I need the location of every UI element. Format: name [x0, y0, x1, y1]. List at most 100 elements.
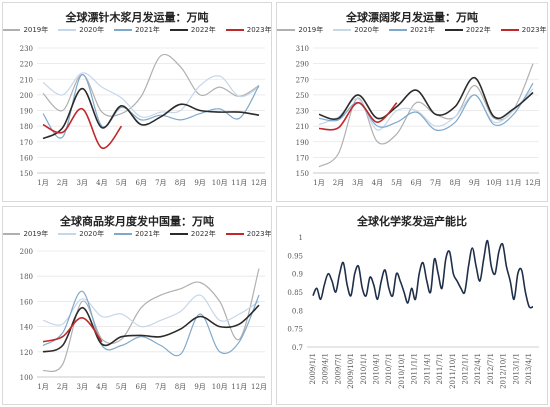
y-tick-label: 150: [296, 170, 309, 178]
series-line: [42, 72, 260, 118]
x-tick-label: 2012/1/1: [462, 353, 470, 384]
legend-item: 2020年: [58, 25, 104, 35]
chart-panel-softwood: 全球漂针木浆月发运量：万吨 2019年 2020年 2021年 2022年 2023年 …: [2, 2, 272, 202]
chart-legend: 2019年 2020年 2021年 2022年 2023年: [277, 25, 547, 35]
legend-label: 2022年: [190, 26, 216, 34]
y-tick-label: 190: [20, 108, 33, 116]
chart-svg: 150 170 190 210 230 250 270 290 310 1月 2月 3月 4月 5月 6月 7…: [296, 45, 541, 187]
legend-item: 2023年: [225, 229, 271, 239]
y-tick-label: 160: [20, 154, 33, 162]
series-line: [42, 73, 260, 139]
legend-label: 2023年: [521, 26, 547, 34]
y-tick-label: 250: [296, 92, 309, 100]
chart-legend: 2019年 2020年 2021年 2022年 2023年: [3, 25, 271, 35]
y-tick-label: 230: [20, 45, 33, 53]
legend-item: 2021年: [114, 25, 160, 35]
x-tick-label: 2月: [57, 179, 68, 187]
chart-panel-hardwood: 全球漂阔浆月发运量：万吨 2019年 2020年 2021年 2022年 2023年 1…: [276, 2, 548, 202]
chart-title: 全球化学浆发运产能比: [357, 215, 467, 228]
x-tick-label: 5月: [116, 383, 127, 391]
series-line: [42, 317, 103, 343]
legend-label: 2019年: [298, 26, 324, 34]
x-tick-label: 11月: [231, 179, 247, 187]
series-line: [318, 101, 398, 131]
x-tick-label: 2009/7/1: [334, 353, 342, 384]
series-line: [42, 87, 260, 140]
legend-item: 2022年: [169, 229, 216, 239]
x-tick-label: 6月: [135, 383, 146, 391]
legend-label: 2021年: [410, 26, 435, 34]
y-tick-label: 0.85: [287, 289, 303, 297]
x-tick-label: 10月: [212, 383, 228, 391]
y-tick-label: 0.8: [292, 307, 303, 315]
chart-panel-china: 全球商品浆月度发中国量：万吨 2019年 2020年 2021年 2022年 2023年…: [2, 206, 272, 405]
chart-title: 全球漂针木浆月发运量：万吨: [65, 11, 209, 24]
x-tick-label: 8月: [175, 383, 186, 391]
legend-label: 2019年: [23, 26, 49, 34]
series-line: [42, 108, 123, 149]
y-tick-label: 1: [299, 234, 303, 242]
x-tick-label: 5月: [116, 179, 127, 187]
y-tick-label: 0.7: [292, 344, 303, 352]
x-tick-label: 3月: [352, 179, 363, 187]
legend-swatch: [114, 233, 133, 235]
legend-label: 2019年: [23, 230, 49, 238]
y-tick-label: 140: [20, 324, 33, 332]
y-tick-label: 100: [20, 374, 33, 382]
y-tick-label: 200: [20, 248, 33, 256]
x-tick-label: 9月: [469, 179, 480, 187]
x-tick-label: 8月: [175, 179, 186, 187]
x-tick-label: 9月: [194, 179, 205, 187]
legend-swatch: [333, 29, 352, 31]
x-tick-label: 3月: [77, 383, 88, 391]
x-tick-label: 1月: [37, 383, 48, 391]
legend-label: 2022年: [465, 26, 491, 34]
y-tick-label: 170: [20, 139, 33, 147]
legend-item: 2020年: [58, 229, 104, 239]
x-tick-label: 4月: [96, 179, 107, 187]
y-tick-label: 230: [296, 108, 309, 116]
legend-item: 2021年: [114, 229, 160, 239]
chart-panel-capacity-ratio: 全球化学浆发运产能比 0.7 0.75 0.8 0.85 0.9 0.95 1 2009/1/…: [276, 206, 548, 405]
y-tick-label: 160: [20, 298, 33, 306]
chart-legend: 2019年 2020年 2021年 2022年 2023年: [3, 229, 271, 239]
legend-item: 2023年: [225, 25, 271, 35]
x-tick-label: 2012/4/1: [474, 353, 482, 384]
y-tick-label: 120: [20, 349, 33, 357]
legend-label: 2022年: [190, 230, 216, 238]
legend-swatch: [58, 29, 77, 31]
x-tick-label: 7月: [155, 179, 166, 187]
x-tick-label: 2011/10/1: [449, 353, 457, 389]
x-tick-label: 2010/10/1: [398, 353, 406, 389]
legend-swatch: [114, 29, 133, 31]
y-tick-label: 210: [20, 76, 33, 84]
legend-label: 2020年: [79, 230, 105, 238]
x-tick-label: 2月: [57, 383, 68, 391]
x-tick-label: 2010/4/1: [373, 353, 381, 384]
y-tick-label: 180: [20, 273, 33, 281]
y-tick-label: 170: [296, 154, 309, 162]
series-line: [42, 268, 260, 373]
y-tick-label: 0.95: [287, 252, 303, 260]
x-tick-label: 2月: [333, 179, 344, 187]
y-tick-label: 190: [296, 139, 309, 147]
series-line: [318, 63, 534, 168]
x-tick-label: 12月: [251, 383, 267, 391]
x-tick-label: 1月: [313, 179, 324, 187]
x-tick-label: 2011/4/1: [423, 353, 431, 384]
legend-item: 2021年: [389, 25, 435, 35]
legend-swatch: [58, 233, 77, 235]
legend-label: 2021年: [135, 230, 160, 238]
x-tick-label: 2011/1/1: [411, 353, 419, 384]
x-tick-label: 11月: [506, 179, 522, 187]
x-tick-label: 7月: [430, 179, 441, 187]
x-tick-label: 4月: [96, 383, 107, 391]
series-line: [42, 304, 260, 353]
x-tick-label: 6月: [411, 179, 422, 187]
x-tick-label: 2012/10/1: [500, 353, 508, 389]
legend-swatch: [389, 29, 408, 31]
legend-item: 2022年: [169, 25, 216, 35]
legend-swatch: [169, 29, 188, 31]
y-tick-label: 270: [296, 76, 309, 84]
